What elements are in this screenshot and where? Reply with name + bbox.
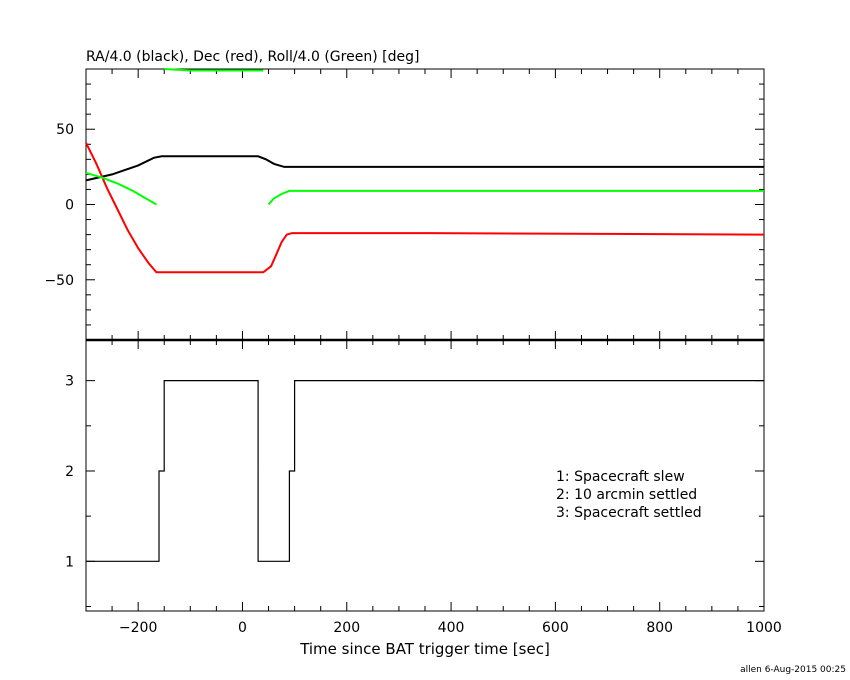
top-plot-frame [85, 68, 765, 341]
bottom-ytick-label: 1 [65, 554, 74, 570]
legend-slew: 1: Spacecraft slew [556, 469, 685, 485]
bottom-ytick-label: 2 [65, 464, 74, 480]
top-ticks: −50 0 50 [44, 68, 765, 341]
bottom-ytick-label: 3 [65, 374, 74, 390]
x-tick-label: −200 [119, 620, 157, 636]
top-chart-title: RA/4.0 (black), Dec (red), Roll/4.0 (Gre… [86, 49, 419, 65]
top-series-line-2-1 [164, 68, 264, 72]
x-tick-label: 400 [438, 620, 465, 636]
top-series-line-2-2 [267, 189, 764, 206]
footer-stamp: allen 6-Aug-2015 00:25 [740, 665, 846, 675]
top-ytick-label: 0 [65, 198, 74, 214]
x-tick-label: 200 [333, 620, 360, 636]
bottom-series-line-0-0 [86, 380, 764, 562]
top-panel: RA/4.0 (black), Dec (red), Roll/4.0 (Gre… [44, 49, 765, 341]
top-series-line-0-0 [85, 155, 764, 182]
x-axis-label: Time since BAT trigger time [sec] [299, 640, 550, 658]
x-tick-label: 1000 [746, 620, 782, 636]
top-ytick-label: 50 [56, 122, 74, 138]
x-tick-label: 600 [542, 620, 569, 636]
top-series [85, 68, 765, 274]
bottom-ticks: 1 2 3 −200 0 200 400 600 800 1000 [65, 340, 782, 636]
legend-settled: 3: Spacecraft settled [556, 505, 702, 521]
x-tick-label: 800 [646, 620, 673, 636]
legend-10-arcmin: 2: 10 arcmin settled [556, 487, 697, 503]
x-tick-label: 0 [238, 620, 247, 636]
top-series-line-1-0 [85, 142, 765, 274]
top-ytick-label: −50 [44, 273, 74, 289]
bottom-series [86, 380, 764, 562]
bottom-panel: 1 2 3 −200 0 200 400 600 800 1000 1: Spacecraft s… [65, 338, 782, 658]
top-series-line-2-0 [85, 171, 157, 206]
